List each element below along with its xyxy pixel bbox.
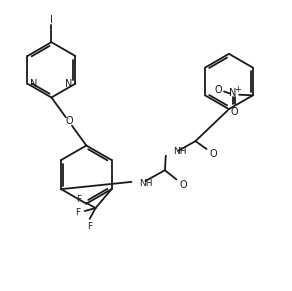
Text: O: O — [215, 85, 222, 95]
Text: NH: NH — [173, 147, 187, 156]
Text: O: O — [179, 180, 187, 190]
Text: N: N — [65, 79, 73, 89]
Text: F: F — [87, 223, 92, 231]
Text: +: + — [234, 85, 241, 94]
Text: O: O — [230, 107, 238, 117]
Text: NH: NH — [139, 179, 152, 188]
Text: F: F — [75, 208, 80, 217]
Text: -: - — [217, 81, 220, 90]
Text: N: N — [230, 88, 237, 98]
Text: N: N — [30, 79, 38, 89]
Text: O: O — [209, 149, 217, 159]
Text: I: I — [50, 15, 53, 25]
Text: O: O — [65, 116, 73, 127]
Text: F: F — [76, 195, 81, 204]
